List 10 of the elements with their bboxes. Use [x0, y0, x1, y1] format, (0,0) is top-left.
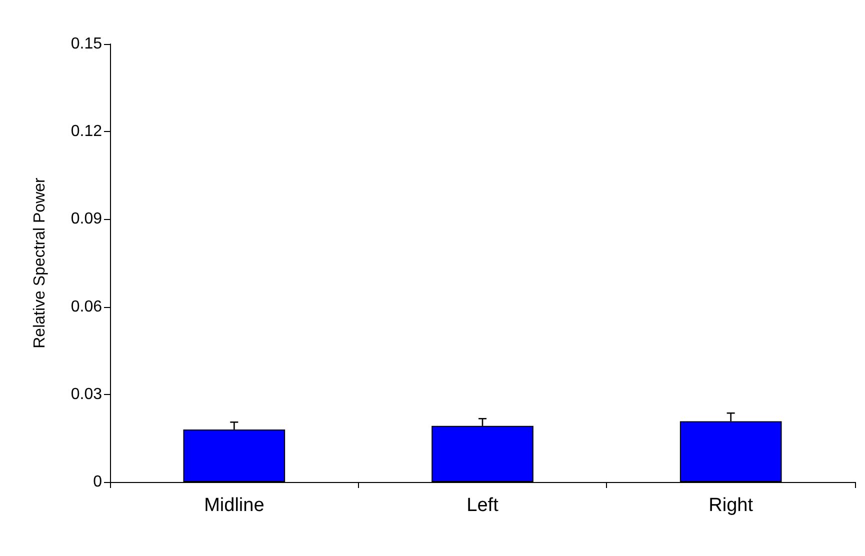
x-tick-label: Right — [708, 495, 754, 516]
y-tick-label: 0.09 — [70, 210, 102, 228]
y-tick-label: 0 — [93, 474, 102, 490]
y-tick-label: 0.03 — [70, 386, 102, 403]
x-tick-label: Left — [466, 495, 500, 516]
y-tick-label: 0.12 — [70, 123, 102, 140]
x-tick-label: Midline — [204, 495, 264, 516]
y-tick-label: 0.15 — [70, 36, 102, 52]
y-tick-label: 0.06 — [70, 298, 102, 316]
y-axis-title: Relative Spectral Power — [32, 176, 48, 348]
